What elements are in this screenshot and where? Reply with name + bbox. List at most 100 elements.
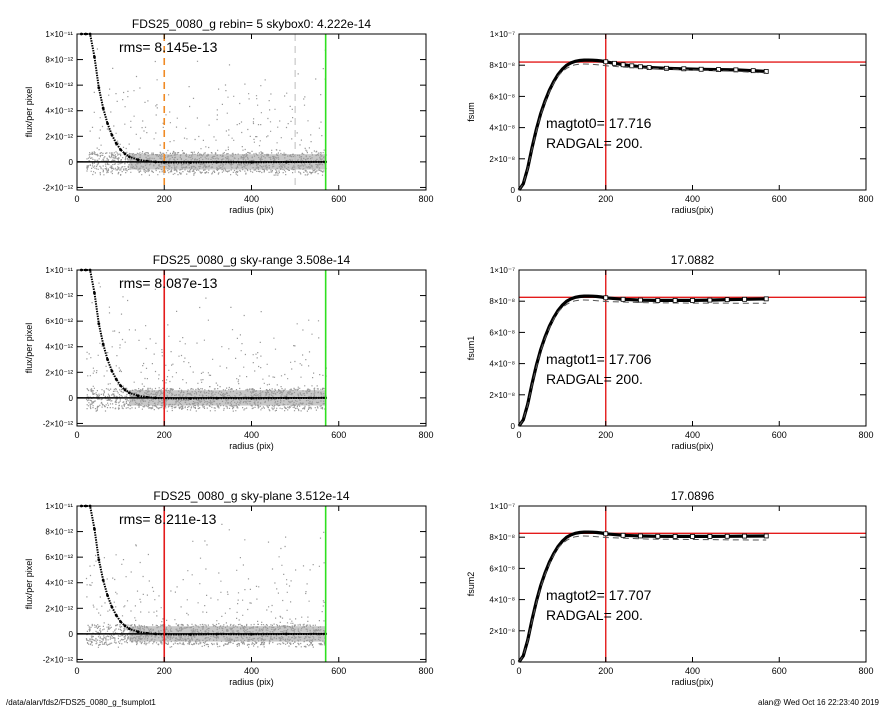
profile-point [93, 55, 96, 59]
profile-point [127, 391, 131, 395]
profile-point [106, 594, 109, 597]
curve-marker [672, 298, 678, 303]
y-tick-label: 2×10⁻¹² [45, 604, 73, 613]
x-tick-label: 0 [516, 194, 521, 204]
curve-marker [742, 296, 747, 302]
curve-marker [681, 66, 687, 72]
y-tick-label: 1×10⁻⁷ [490, 30, 515, 39]
y-tick-label: 4×10⁻⁸ [489, 596, 515, 605]
y-tick-label: -2×10⁻¹² [43, 183, 74, 192]
curve-marker [620, 62, 626, 68]
curve-marker [612, 60, 617, 66]
radgal-annotation: RADGAL= 200. [546, 607, 643, 623]
profile-point [145, 631, 149, 635]
chart-title: 17.0896 [671, 489, 715, 503]
curve-marker [629, 63, 635, 69]
y-tick-label: 2×10⁻⁸ [489, 627, 515, 636]
profile-point [114, 613, 118, 617]
x-tick-label: 200 [157, 194, 172, 204]
profile-point [215, 160, 219, 164]
y-tick-label: 6×10⁻⁸ [489, 92, 515, 101]
model-curve-dashed [518, 63, 767, 191]
chart-panel-3: 0 200 400 600 800-2×10⁻¹²02×10⁻¹²4×10⁻¹²6×10… [24, 253, 434, 451]
y-tick-label: 8×10⁻⁸ [489, 297, 515, 306]
x-tick-label: 0 [516, 430, 521, 440]
model-curve-dashed [518, 535, 767, 663]
profile-point [136, 158, 140, 162]
profile-point [215, 632, 219, 636]
x-tick-label: 400 [244, 666, 259, 676]
curve-marker [603, 531, 609, 537]
rms-annotation: rms= 8.145e-13 [119, 39, 218, 55]
rms-annotation: rms= 8.087e-13 [119, 275, 218, 291]
chart-title: FDS25_0080_g sky-plane 3.512e-14 [153, 489, 349, 503]
x-tick-label: 800 [858, 194, 873, 204]
x-tick-label: 0 [74, 666, 79, 676]
y-tick-label: 0 [511, 422, 516, 431]
curve-marker [646, 65, 652, 70]
profile-point [154, 632, 157, 636]
y-tick-label: 6×10⁻¹² [45, 553, 73, 562]
x-tick-label: 600 [331, 194, 346, 204]
x-tick-label: 400 [685, 666, 700, 676]
profile-point [119, 384, 123, 388]
curve-marker [638, 533, 643, 539]
curve-marker [690, 534, 695, 539]
y-tick-label: 0 [69, 394, 74, 403]
y-tick-label: 1×10⁻¹¹ [45, 266, 73, 275]
profile-point [119, 148, 123, 152]
x-tick-label: 400 [244, 430, 259, 440]
curve-marker [638, 64, 643, 70]
x-axis-label: radius (pix) [229, 205, 274, 215]
curve-marker [724, 533, 730, 539]
x-tick-label: 800 [418, 194, 433, 204]
profile-point [101, 342, 105, 346]
profile-point [250, 160, 253, 164]
x-tick-label: 200 [598, 666, 613, 676]
y-tick-label: 1×10⁻¹¹ [45, 502, 73, 511]
y-tick-label: 8×10⁻⁸ [489, 61, 515, 70]
curve-marker [638, 297, 643, 303]
curve-marker [603, 295, 609, 301]
x-axis-label: radius (pix) [229, 441, 274, 451]
y-tick-label: 6×10⁻⁸ [489, 328, 515, 337]
y-tick-label: 8×10⁻¹² [45, 528, 73, 537]
curve-marker [763, 533, 769, 539]
curve-marker [742, 533, 747, 539]
y-tick-label: 4×10⁻⁸ [489, 360, 515, 369]
x-axis-label: radius(pix) [671, 677, 713, 687]
profile-point [123, 152, 127, 156]
y-tick-label: 6×10⁻¹² [45, 317, 73, 326]
magtot-annotation: magtot2= 17.707 [546, 587, 652, 603]
chart-title: 17.0882 [671, 253, 715, 267]
y-axis-label: flux/per pixel [24, 87, 34, 138]
x-tick-label: 200 [598, 194, 613, 204]
profile-point [110, 133, 114, 137]
profile-point [123, 388, 127, 392]
y-tick-label: 0 [69, 158, 74, 167]
model-curve-dashed [518, 299, 767, 427]
radgal-annotation: RADGAL= 200. [546, 135, 643, 151]
profile-point [136, 394, 140, 398]
x-tick-label: 600 [772, 430, 787, 440]
profile-point [110, 605, 114, 609]
chart-panel-6: 0 200 400 600 800 0 2×10⁻⁸ 4×10⁻⁸ 6×10⁻⁸ 8×10⁻⁸ 1×… [466, 489, 874, 687]
cumulative-flux-curve [517, 294, 767, 427]
profile-point [215, 396, 219, 400]
y-axis-label: fsum1 [466, 336, 476, 361]
magtot-annotation: magtot1= 17.706 [546, 351, 652, 367]
profile-point [114, 377, 118, 381]
x-axis-label: radius(pix) [671, 205, 713, 215]
curve-marker [620, 532, 626, 538]
y-tick-label: 2×10⁻⁸ [489, 391, 515, 400]
x-tick-label: 200 [157, 430, 172, 440]
profile-point [250, 396, 253, 400]
x-tick-label: 400 [244, 194, 259, 204]
profile-point [97, 322, 101, 326]
y-tick-label: -2×10⁻¹² [43, 419, 74, 428]
rms-annotation: rms= 8.211e-13 [119, 511, 217, 527]
y-tick-label: 8×10⁻¹² [45, 292, 73, 301]
y-tick-label: 1×10⁻¹¹ [45, 30, 73, 39]
y-axis-label: fsum2 [466, 572, 476, 597]
